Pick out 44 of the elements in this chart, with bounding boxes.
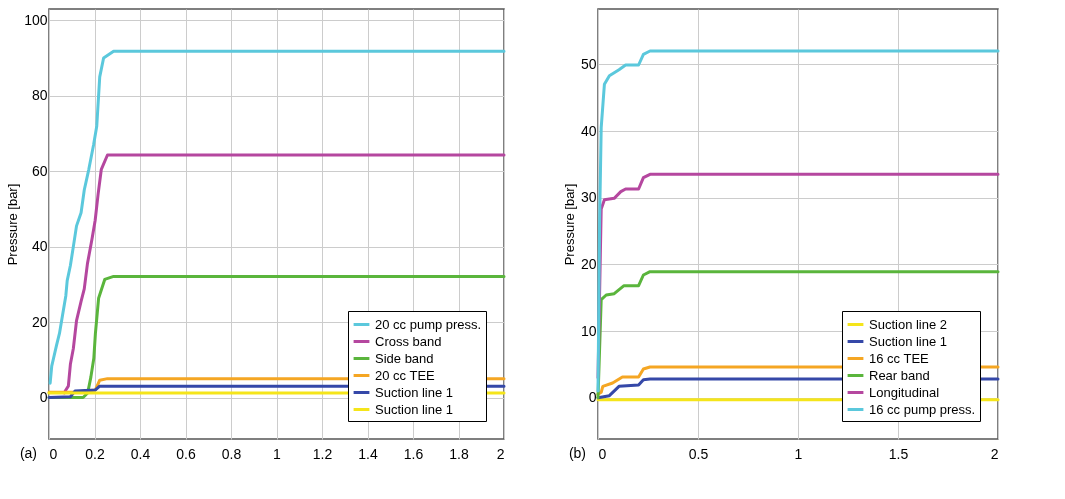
y-tick-label: 60: [31, 162, 48, 179]
legend-label: Longitudinal: [869, 384, 940, 400]
x-tick-label: 2: [496, 445, 505, 462]
x-tick-label: 0.8: [221, 445, 242, 462]
y-tick-label: 100: [24, 11, 48, 28]
x-tick-label: 1: [794, 445, 803, 462]
legend-label: Suction line 1: [375, 401, 454, 417]
legend-label: Suction line 1: [375, 384, 454, 400]
x-tick-label: 0.5: [688, 445, 709, 462]
line-series: [48, 49, 506, 385]
legend-label: Suction line 1: [869, 333, 948, 349]
x-tick-label: 1.5: [888, 445, 909, 462]
y-tick-label: 40: [580, 122, 597, 139]
x-tick-label: 0.6: [176, 445, 196, 462]
y-tick-label: 20: [580, 255, 597, 272]
x-tick-label: 1.8: [449, 445, 469, 462]
y-tick-label: 0: [39, 389, 48, 406]
legend-label: 16 cc TEE: [869, 350, 930, 366]
x-tick-label: 2: [990, 445, 999, 462]
y-tick-label: 50: [580, 55, 597, 72]
x-tick-label: 1: [273, 445, 282, 462]
y-tick-label: 40: [31, 238, 48, 255]
x-tick-label: 1.6: [403, 445, 424, 462]
line-series: [62, 153, 506, 395]
y-axis-title: Pressure [bar]: [561, 183, 577, 266]
legend-label: 20 cc pump press.: [375, 316, 482, 332]
x-tick-label: 1.2: [312, 445, 333, 462]
y-tick-label: 20: [31, 313, 48, 330]
y-tick-label: 0: [588, 389, 597, 406]
y-axis-title: Pressure [bar]: [5, 183, 21, 266]
x-tick-label: 0.4: [130, 445, 151, 462]
text: (b): [568, 445, 586, 461]
legend-label: Suction line 2: [869, 316, 948, 332]
legend-label: 16 cc pump press.: [869, 401, 976, 417]
legend-label: 20 cc TEE: [375, 367, 436, 383]
y-tick-label: 10: [580, 322, 597, 339]
legend-label: Side band: [375, 350, 434, 366]
legend-label: Rear band: [869, 367, 930, 383]
x-tick-label: 1.4: [358, 445, 378, 462]
y-tick-label: 30: [580, 189, 597, 206]
x-tick-label: 0.2: [85, 445, 105, 462]
legend-label: Cross band: [375, 333, 442, 349]
text: (a): [19, 445, 37, 461]
y-tick-label: 80: [31, 87, 48, 104]
